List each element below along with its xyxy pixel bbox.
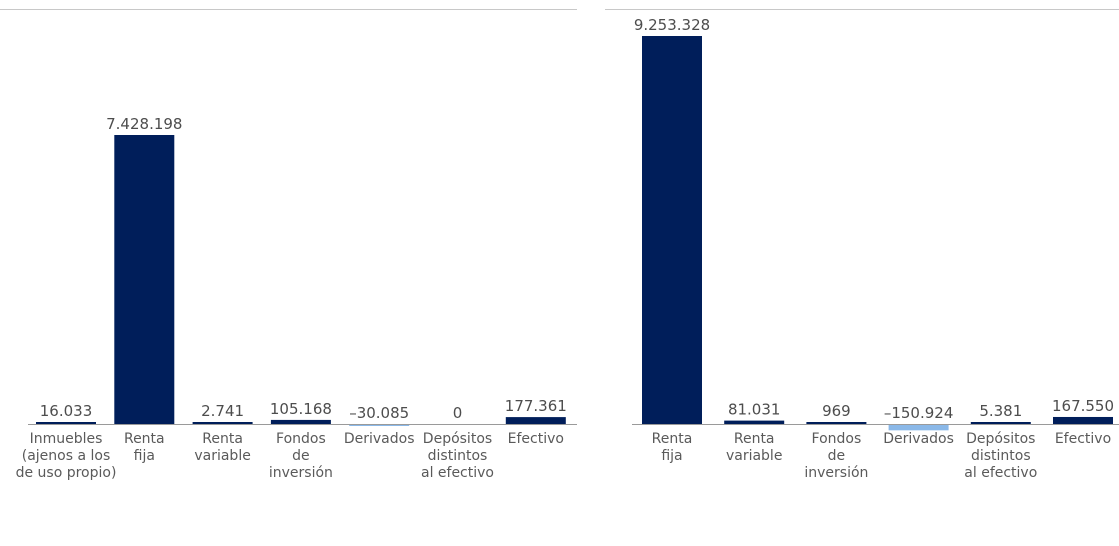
- category-label: Efectivo: [1055, 431, 1111, 447]
- value-label: 969: [822, 402, 851, 420]
- category-label: Renta variable: [726, 431, 782, 464]
- category-label: Derivados: [344, 431, 415, 447]
- value-label: 177.361: [505, 397, 567, 415]
- category-label: Renta variable: [194, 431, 250, 464]
- bar: [505, 417, 566, 424]
- chart-2: 9.253.328 Renta fija 81.031 Renta variable 969…: [605, 9, 1119, 481]
- category-label: Inmuebles (ajenos a los de uso propio): [16, 431, 117, 481]
- bar: [1053, 416, 1113, 424]
- bar: [114, 135, 175, 424]
- category-label: Renta fija: [652, 431, 693, 464]
- category-label: Depósitos distintos al efectivo: [421, 431, 494, 481]
- value-label: 2.741: [201, 402, 244, 420]
- bar: [970, 422, 1031, 424]
- category-label: Depósitos distintos al efectivo: [964, 431, 1037, 481]
- value-label: 0: [453, 404, 463, 422]
- value-label: 81.031: [728, 401, 781, 419]
- value-label: –150.924: [884, 404, 954, 422]
- category-label: Fondos de inversión: [269, 431, 333, 481]
- bar: [192, 422, 253, 424]
- category-label: Derivados: [883, 431, 954, 447]
- value-label: –30.085: [349, 404, 409, 422]
- value-label: 7.428.198: [106, 115, 182, 133]
- value-label: 105.168: [270, 400, 332, 418]
- chart-1: 16.033 Inmuebles (ajenos a los de uso propi…: [0, 9, 577, 481]
- value-label: 16.033: [40, 402, 93, 420]
- category-label: Efectivo: [508, 431, 564, 447]
- bar: [642, 36, 702, 424]
- value-label: 5.381: [979, 402, 1022, 420]
- value-label: 167.550: [1052, 397, 1114, 415]
- bar: [724, 420, 785, 424]
- category-label: Fondos de inversión: [804, 431, 868, 481]
- bar: [806, 422, 867, 424]
- category-label: Renta fija: [124, 431, 165, 464]
- bar: [888, 424, 949, 431]
- bar: [270, 419, 331, 424]
- bar: [36, 422, 96, 424]
- value-label: 9.253.328: [634, 16, 710, 34]
